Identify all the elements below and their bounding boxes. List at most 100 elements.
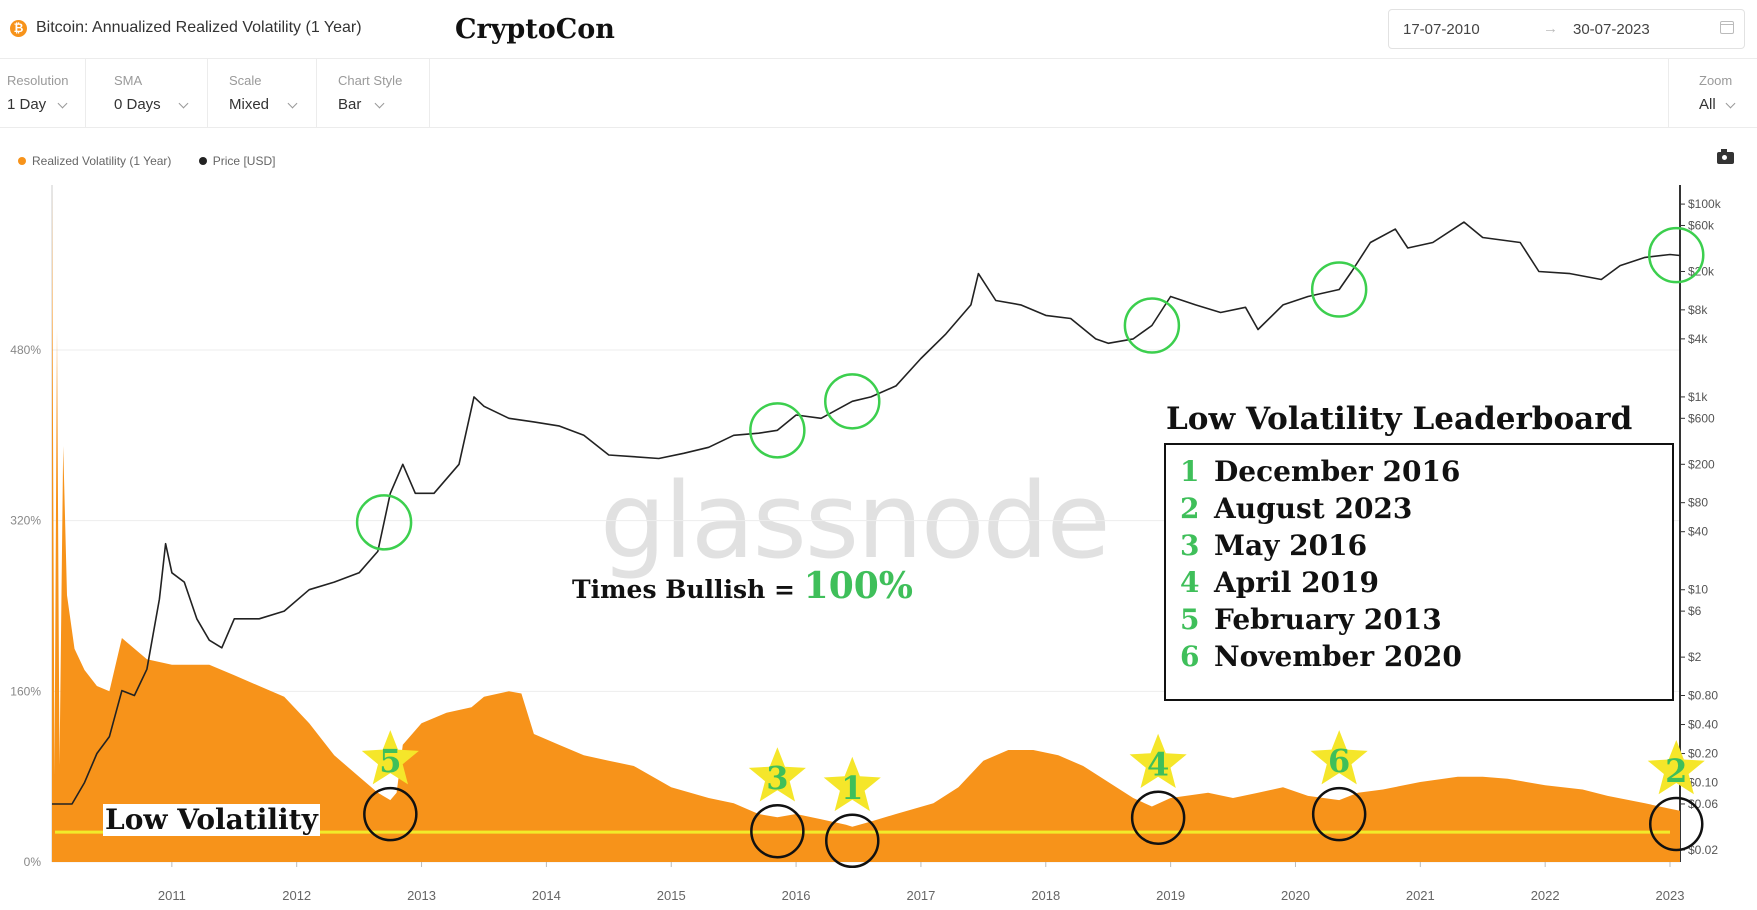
star-icon: [748, 747, 806, 802]
leaderboard-row: 5 February 2013: [1180, 603, 1442, 636]
bitcoin-icon: ₿: [10, 20, 27, 37]
chart-style-select[interactable]: Chart Style Bar: [331, 59, 430, 127]
right-axis-tick-label: $0.02: [1688, 843, 1718, 857]
legend-dot-volatility: [18, 157, 26, 165]
star-rank-label: 3: [766, 759, 788, 797]
leaderboard-row: 2 August 2023: [1180, 492, 1412, 525]
price-highlight-circle: [1123, 297, 1181, 354]
x-axis-tick-label: 2018: [1031, 888, 1060, 903]
right-axis-tick-label: $8k: [1688, 303, 1708, 317]
x-axis-tick-label: 2020: [1281, 888, 1310, 903]
calendar-icon[interactable]: [1720, 21, 1734, 34]
date-to-input[interactable]: 30-07-2023: [1573, 21, 1650, 38]
price-highlight-circle: [824, 373, 881, 430]
chart-style-value: Bar: [338, 96, 362, 113]
star-rank-label: 2: [1665, 752, 1687, 790]
zoom-value: All: [1699, 96, 1716, 113]
legend-item-price[interactable]: Price [USD]: [198, 154, 275, 168]
right-axis-tick-label: $0.40: [1688, 718, 1718, 732]
star-icon: [1647, 740, 1705, 795]
price-line: [52, 221, 1681, 805]
x-axis-tick-label: 2015: [657, 888, 686, 903]
resolution-value: 1 Day: [7, 96, 47, 113]
leaderboard-row: 6 November 2020: [1180, 640, 1462, 673]
volatility-low-circle: [750, 803, 805, 859]
right-axis-tick-label: $4k: [1688, 332, 1708, 346]
volatility-low-circle: [1311, 786, 1367, 842]
volatility-low-circle: [363, 786, 418, 842]
right-axis-tick-label: $6: [1688, 604, 1702, 618]
camera-icon[interactable]: [1717, 149, 1734, 164]
leaderboard-period: May 2016: [1214, 529, 1368, 562]
resolution-select[interactable]: Resolution 1 Day: [0, 59, 86, 127]
leaderboard-period: August 2023: [1214, 492, 1413, 525]
leaderboard-rank: 2: [1180, 492, 1200, 525]
resolution-label: Resolution: [7, 73, 69, 88]
leaderboard-title: Low Volatility Leaderboard: [1166, 401, 1633, 437]
leaderboard-row: 3 May 2016: [1180, 529, 1367, 562]
right-axis-tick-label: $200: [1688, 457, 1715, 471]
price-highlight-circle: [749, 402, 806, 459]
volatility-low-circle: [1130, 790, 1186, 845]
star-icon: [1310, 730, 1368, 785]
x-axis-tick-label: 2014: [532, 888, 561, 903]
date-from-input[interactable]: 17-07-2010: [1403, 21, 1480, 38]
leaderboard-rank: 1: [1180, 455, 1200, 488]
price-highlight-circle: [355, 494, 413, 551]
star-icon: [823, 756, 881, 812]
sma-value: 0 Days: [114, 96, 161, 113]
x-axis-tick-label: 2019: [1156, 888, 1185, 903]
left-axis-tick-label: 160%: [10, 684, 41, 698]
bullish-value: 100%: [803, 565, 914, 607]
price-highlight-circle: [1648, 226, 1705, 284]
bullish-annotation: Times Bullish = 100%: [572, 565, 913, 607]
scale-select[interactable]: Scale Mixed: [222, 59, 317, 127]
star-icon: [1129, 733, 1187, 788]
right-axis-tick-label: $60k: [1688, 218, 1715, 232]
scale-value: Mixed: [229, 96, 270, 113]
bullish-label: Times Bullish =: [572, 575, 795, 604]
right-axis-tick-label: $600: [1688, 411, 1715, 425]
legend-item-volatility[interactable]: Realized Volatility (1 Year): [18, 154, 171, 168]
x-axis-tick-label: 2021: [1406, 888, 1435, 903]
right-axis-tick-label: $80: [1688, 496, 1708, 510]
volatility-area: [52, 190, 1680, 862]
sma-label: SMA: [114, 73, 143, 88]
chart-style-label: Chart Style: [338, 73, 403, 88]
volatility-low-circle: [825, 813, 880, 869]
sma-select[interactable]: SMA 0 Days: [107, 59, 208, 127]
leaderboard-period: April 2019: [1214, 566, 1380, 599]
left-axis-tick-label: 0%: [24, 855, 42, 869]
scale-label: Scale: [229, 73, 262, 88]
star-rank-label: 6: [1328, 742, 1350, 780]
legend-dot-price: [198, 157, 207, 165]
right-axis-tick-label: $40: [1688, 525, 1708, 539]
right-axis-tick-label: $0.10: [1688, 776, 1718, 790]
x-axis-tick-label: 2017: [906, 888, 935, 903]
star-rank-label: 1: [841, 769, 863, 807]
low-volatility-label: Low Volatility: [103, 803, 320, 836]
right-axis-tick-label: $0.80: [1688, 688, 1718, 702]
leaderboard-rank: 4: [1180, 566, 1200, 599]
x-axis-tick-label: 2013: [407, 888, 436, 903]
zoom-select[interactable]: Zoom All: [1668, 59, 1757, 127]
chart-controls: Resolution 1 Day SMA 0 Days Scale Mixed …: [0, 59, 1757, 128]
arrow-right-icon: →: [1543, 20, 1558, 37]
leaderboard-row: 4 April 2019: [1180, 566, 1379, 599]
x-axis-tick-label: 2023: [1656, 888, 1685, 903]
date-range-picker[interactable]: 17-07-2010 → 30-07-2023: [1388, 9, 1745, 49]
x-axis-tick-label: 2011: [158, 888, 186, 903]
chart-legend: Realized Volatility (1 Year) Price [USD]: [18, 154, 299, 168]
legend-label-volatility: Realized Volatility (1 Year): [32, 154, 172, 168]
star-icon: [361, 730, 419, 785]
x-axis-tick-label: 2022: [1531, 888, 1560, 903]
right-axis-tick-label: $0.20: [1688, 747, 1718, 761]
x-axis-tick-label: 2012: [282, 888, 311, 903]
leaderboard-rank: 3: [1180, 529, 1200, 562]
right-axis-tick-label: $1k: [1688, 390, 1708, 404]
star-rank-label: 4: [1147, 746, 1169, 784]
right-axis-tick-label: $2: [1688, 650, 1702, 664]
chart-title: Bitcoin: Annualized Realized Volatility …: [36, 19, 362, 36]
